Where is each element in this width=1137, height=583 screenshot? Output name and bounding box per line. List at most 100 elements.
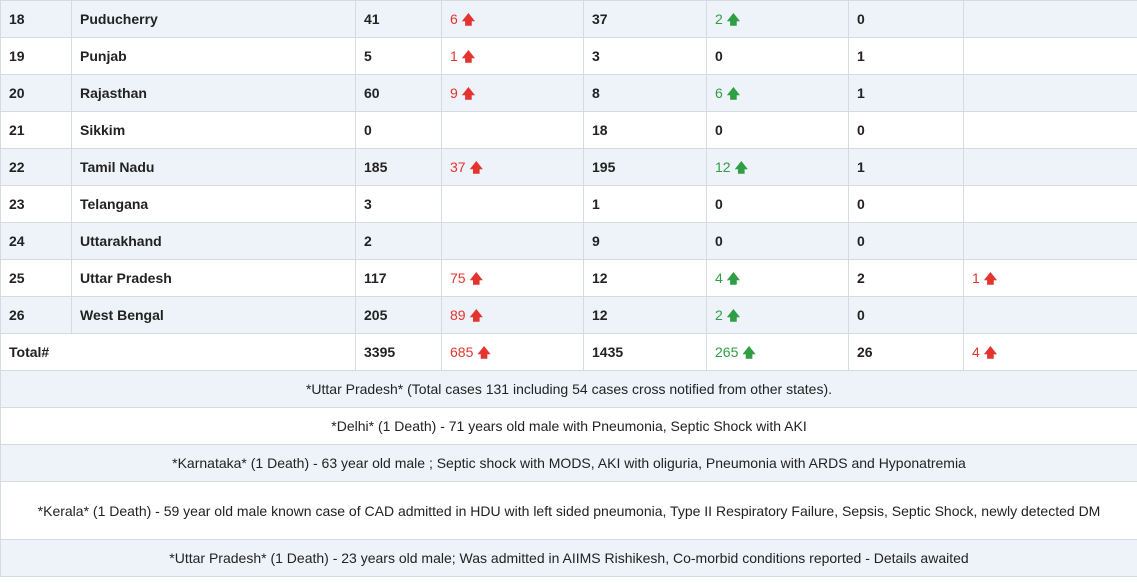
cured-delta-cell: 2 🡅 bbox=[706, 296, 849, 334]
cured-count: 12 bbox=[592, 307, 608, 323]
cured-cell: 8 bbox=[583, 74, 707, 112]
arrow-up-icon: 🡅 bbox=[983, 345, 998, 360]
note-text: *Kerala* (1 Death) - 59 year old male kn… bbox=[37, 502, 1101, 519]
total-deaths: 26 bbox=[857, 344, 873, 360]
cured-increase-value: 6 bbox=[715, 85, 723, 101]
row-number-cell: 25 bbox=[0, 259, 72, 297]
row-number-cell: 23 bbox=[0, 185, 72, 223]
state-name: Sikkim bbox=[80, 122, 126, 138]
active-increase-value: 37 bbox=[450, 159, 466, 175]
active-cell: 3 bbox=[355, 185, 442, 223]
deaths-increase-value: 1 bbox=[972, 270, 980, 286]
total-cured-cell: 1435 bbox=[583, 333, 707, 371]
cured-cell: 18 bbox=[583, 111, 707, 149]
cured-cell: 1 bbox=[583, 185, 707, 223]
cured-delta-cell: 6 🡅 bbox=[706, 74, 849, 112]
deaths-cell: 1 bbox=[848, 74, 964, 112]
deaths-cell: 0 bbox=[848, 0, 964, 38]
deaths-delta-cell bbox=[963, 0, 1137, 38]
state-cell: Sikkim bbox=[71, 111, 356, 149]
cured-count: 37 bbox=[592, 11, 608, 27]
row-number: 22 bbox=[9, 159, 25, 175]
deaths-delta-cell bbox=[963, 296, 1137, 334]
active-cases: 60 bbox=[364, 85, 380, 101]
cured-increase-value: 2 bbox=[715, 11, 723, 27]
arrow-up-icon: 🡅 bbox=[469, 271, 483, 286]
cured-count: 3 bbox=[592, 48, 600, 64]
total-cured-increase: 265 🡅 bbox=[715, 344, 756, 360]
arrow-up-icon: 🡅 bbox=[726, 271, 741, 286]
active-cases: 3 bbox=[364, 196, 372, 212]
cured-cell: 3 bbox=[583, 37, 707, 75]
deaths-delta-cell bbox=[963, 148, 1137, 186]
cured-count: 195 bbox=[592, 159, 616, 175]
table-row: 18 Puducherry 41 6 🡅 37 2 🡅 0 bbox=[0, 0, 1137, 38]
active-cases: 41 bbox=[364, 11, 380, 27]
table-row: 20 Rajasthan 60 9 🡅 8 6 🡅 1 bbox=[0, 74, 1137, 112]
cured-delta-cell: 12 🡅 bbox=[706, 148, 849, 186]
active-delta-cell bbox=[441, 185, 584, 223]
total-active-increase-value: 685 bbox=[450, 344, 474, 360]
active-cell: 0 bbox=[355, 111, 442, 149]
active-delta-cell: 89 🡅 bbox=[441, 296, 584, 334]
total-row: Total# 3395 685 🡅 1435 265 🡅 26 4 🡅 bbox=[0, 333, 1137, 371]
deaths-cell: 0 bbox=[848, 111, 964, 149]
active-increase: 37 🡅 bbox=[450, 159, 483, 175]
arrow-up-icon: 🡅 bbox=[469, 308, 483, 323]
state-cell: Telangana bbox=[71, 185, 356, 223]
arrow-up-icon: 🡅 bbox=[461, 12, 476, 27]
row-number-cell: 24 bbox=[0, 222, 72, 260]
state-name: Puducherry bbox=[80, 11, 158, 27]
state-cell: Uttar Pradesh bbox=[71, 259, 356, 297]
cured-increase-zero: 0 bbox=[715, 48, 723, 64]
note-row: *Delhi* (1 Death) - 71 years old male wi… bbox=[0, 407, 1137, 445]
note-text: *Uttar Pradesh* (1 Death) - 23 years old… bbox=[169, 550, 969, 566]
deaths-delta-cell bbox=[963, 37, 1137, 75]
state-name: Rajasthan bbox=[80, 85, 147, 101]
state-cell: Uttarakhand bbox=[71, 222, 356, 260]
active-delta-cell: 9 🡅 bbox=[441, 74, 584, 112]
cured-delta-cell: 0 bbox=[706, 185, 849, 223]
row-number: 21 bbox=[9, 122, 25, 138]
cured-count: 8 bbox=[592, 85, 600, 101]
state-name: Punjab bbox=[80, 48, 127, 64]
note-cell: *Delhi* (1 Death) - 71 years old male wi… bbox=[0, 407, 1137, 445]
cured-cell: 195 bbox=[583, 148, 707, 186]
cured-increase: 12 🡅 bbox=[715, 159, 748, 175]
note-text: *Karnataka* (1 Death) - 63 year old male… bbox=[172, 455, 966, 471]
total-deaths-delta-cell: 4 🡅 bbox=[963, 333, 1137, 371]
table-row: 24 Uttarakhand 2 9 0 0 bbox=[0, 222, 1137, 260]
active-cases: 205 bbox=[364, 307, 388, 323]
active-cases: 2 bbox=[364, 233, 372, 249]
cured-delta-cell: 4 🡅 bbox=[706, 259, 849, 297]
total-cured-delta-cell: 265 🡅 bbox=[706, 333, 849, 371]
row-number: 25 bbox=[9, 270, 25, 286]
arrow-up-icon: 🡅 bbox=[734, 160, 748, 175]
table-row: 21 Sikkim 0 18 0 0 bbox=[0, 111, 1137, 149]
arrow-up-icon: 🡅 bbox=[477, 345, 491, 360]
total-active-cell: 3395 bbox=[355, 333, 442, 371]
deaths-increase: 1 🡅 bbox=[972, 270, 997, 286]
arrow-up-icon: 🡅 bbox=[983, 271, 998, 286]
arrow-up-icon: 🡅 bbox=[742, 345, 756, 360]
table-row: 23 Telangana 3 1 0 0 bbox=[0, 185, 1137, 223]
row-number-cell: 19 bbox=[0, 37, 72, 75]
row-number: 23 bbox=[9, 196, 25, 212]
total-label-cell: Total# bbox=[0, 333, 356, 371]
cured-cell: 37 bbox=[583, 0, 707, 38]
active-cell: 2 bbox=[355, 222, 442, 260]
active-delta-cell: 1 🡅 bbox=[441, 37, 584, 75]
deaths-cell: 1 bbox=[848, 37, 964, 75]
death-count: 1 bbox=[857, 159, 865, 175]
cured-increase-zero: 0 bbox=[715, 233, 723, 249]
active-increase-value: 89 bbox=[450, 307, 466, 323]
cured-increase: 6 🡅 bbox=[715, 85, 740, 101]
death-count: 1 bbox=[857, 85, 865, 101]
death-count: 0 bbox=[857, 122, 865, 138]
state-cell: Puducherry bbox=[71, 0, 356, 38]
note-text: *Delhi* (1 Death) - 71 years old male wi… bbox=[331, 418, 807, 434]
row-number: 20 bbox=[9, 85, 25, 101]
cured-delta-cell: 0 bbox=[706, 222, 849, 260]
total-deaths-cell: 26 bbox=[848, 333, 964, 371]
cured-count: 9 bbox=[592, 233, 600, 249]
